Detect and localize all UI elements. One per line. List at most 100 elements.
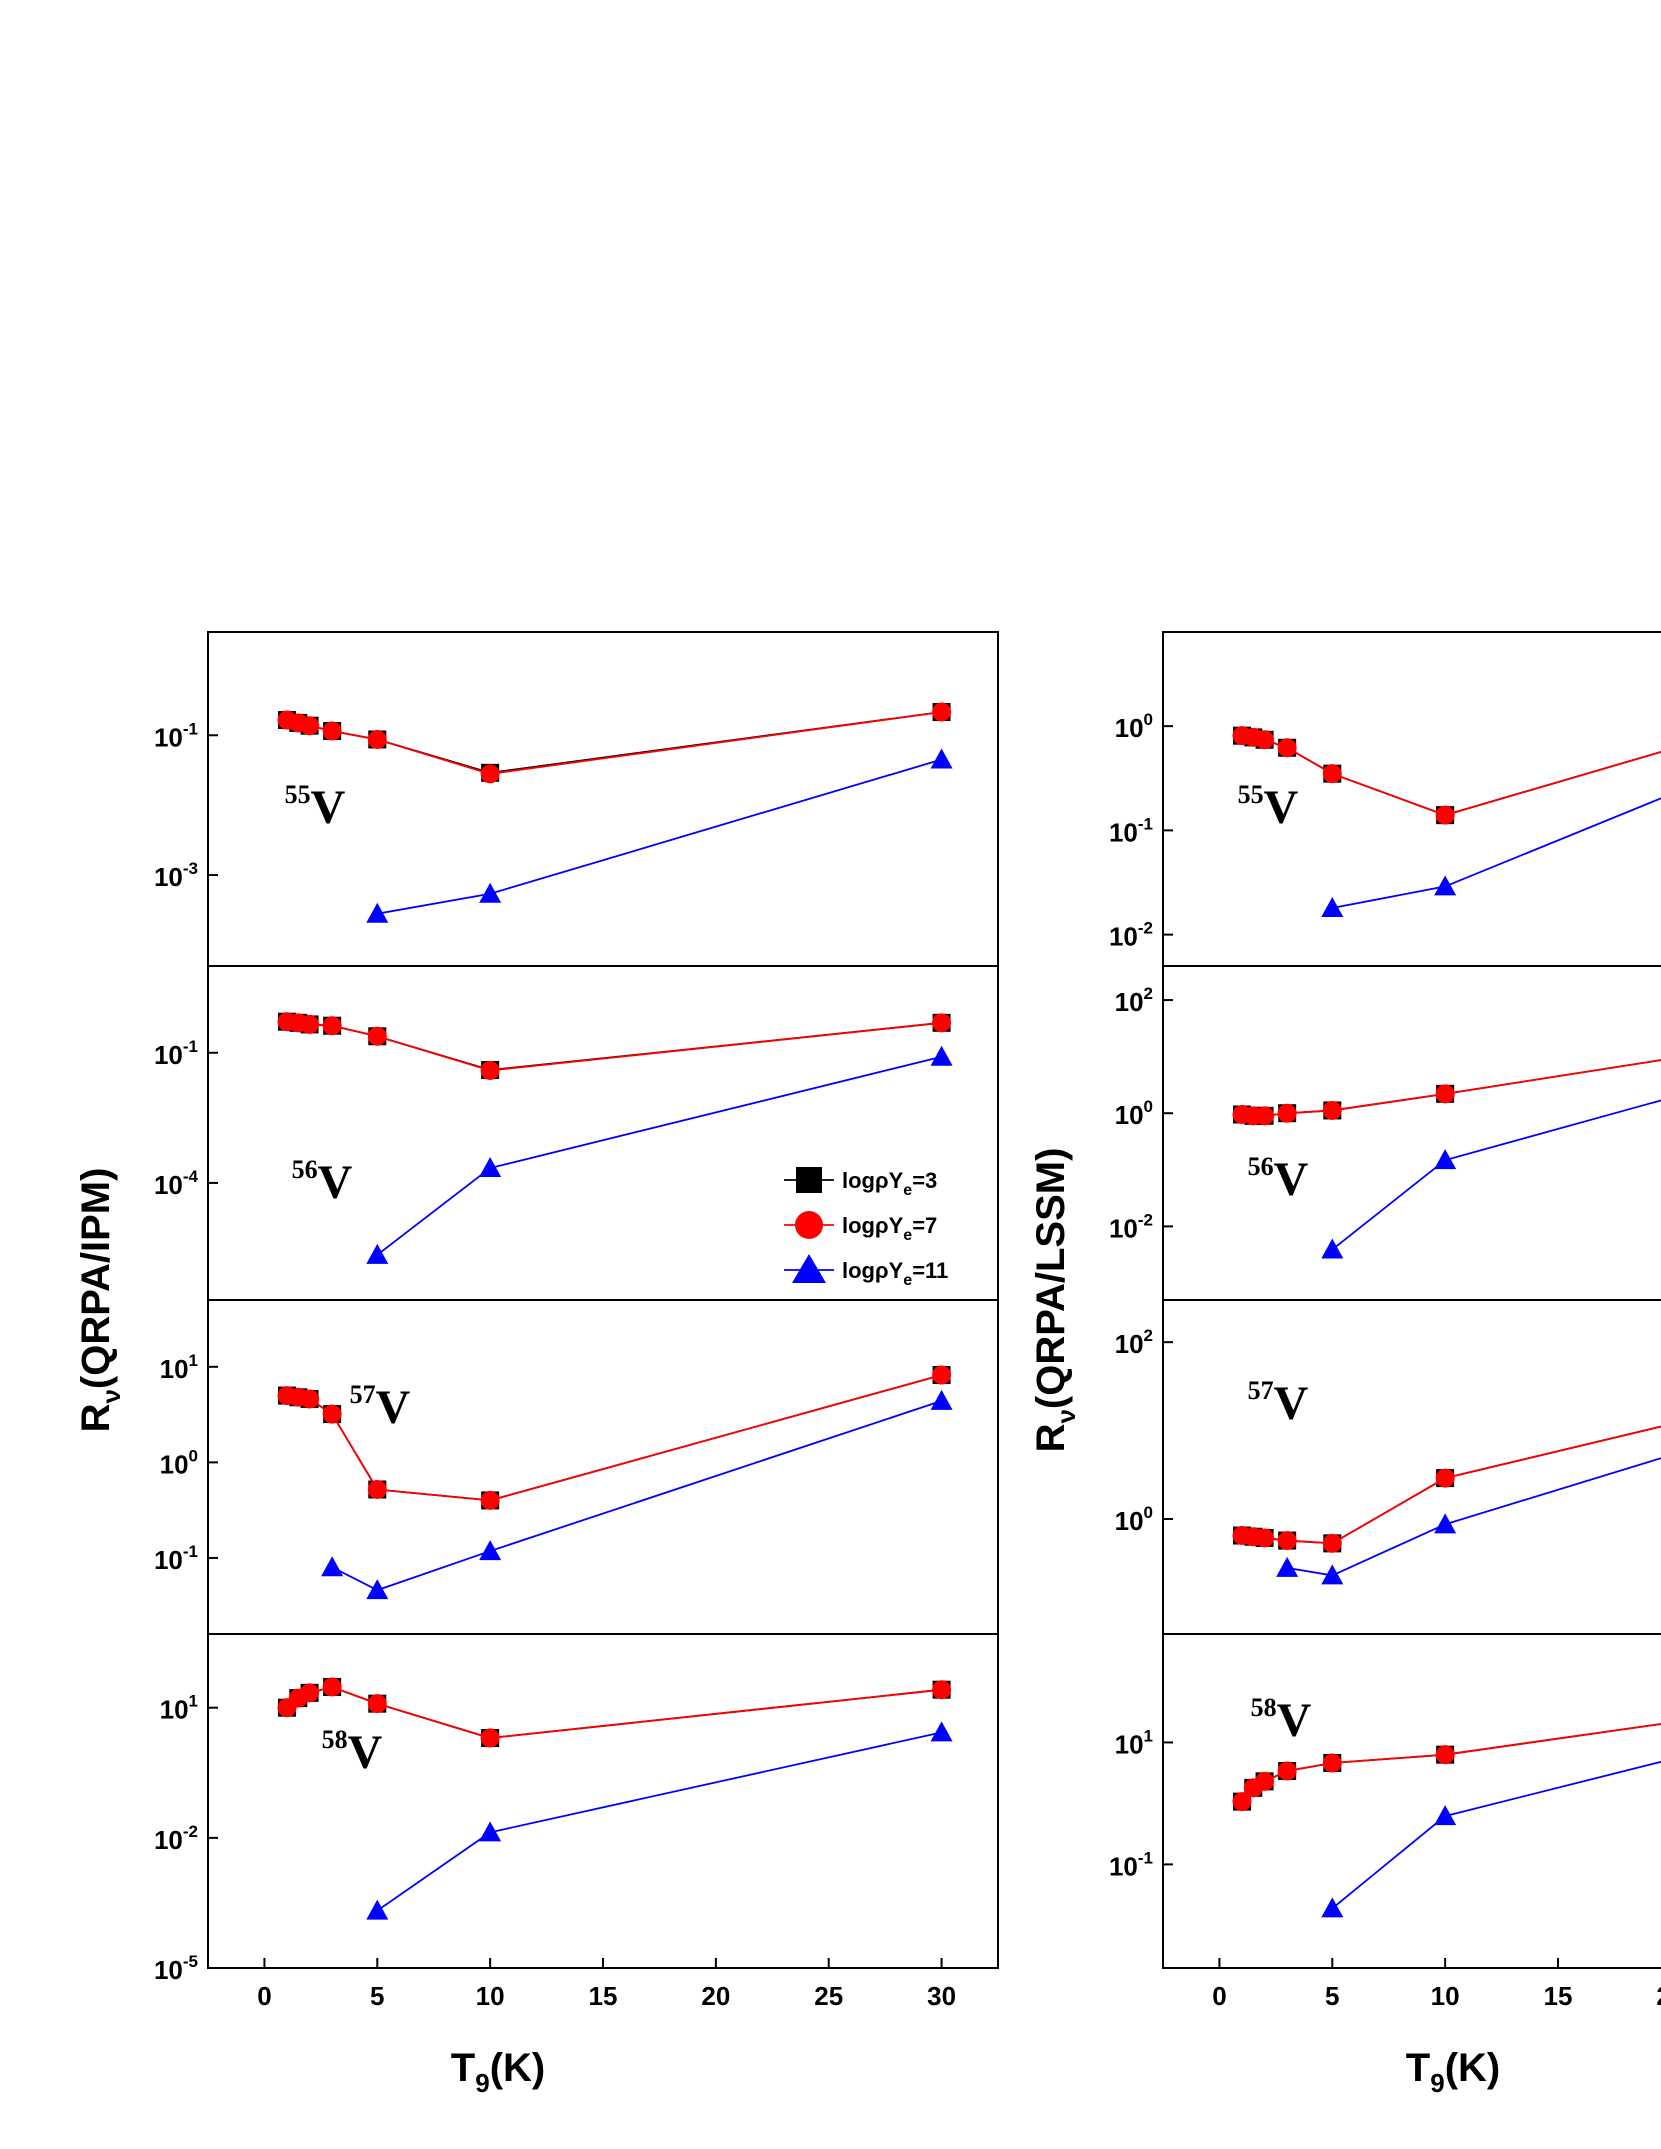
triangle-marker xyxy=(479,882,502,903)
y-tick-label: 100 xyxy=(1115,1503,1153,1536)
series-line xyxy=(331,1400,942,1592)
circle-marker xyxy=(300,716,320,736)
triangle-marker xyxy=(366,902,389,923)
circle-marker xyxy=(1277,1531,1297,1551)
mass-number: 57 xyxy=(1248,1376,1274,1405)
plot-area xyxy=(1232,1425,1661,1585)
series-line xyxy=(1286,1457,1661,1577)
circle-marker xyxy=(1277,1761,1297,1781)
mass-number: 56 xyxy=(292,1155,318,1184)
y-tick-label: 101 xyxy=(1115,1726,1153,1759)
circle-marker xyxy=(1322,1533,1342,1553)
plot-area xyxy=(1232,1059,1661,1259)
element-symbol: V xyxy=(1264,781,1299,834)
mass-number: 58 xyxy=(1251,1693,1277,1722)
x-tick-label: 5 xyxy=(1325,1981,1339,2011)
y-tick-label: 10-1 xyxy=(1109,814,1153,847)
nucleus-label: 57V xyxy=(1248,1376,1309,1430)
mass-number: 55 xyxy=(1238,780,1264,809)
plot-area xyxy=(277,1012,953,1264)
circle-marker xyxy=(367,1694,387,1714)
y-tick-label: 102 xyxy=(1115,1326,1153,1359)
nucleus-label: 57V xyxy=(350,1380,411,1434)
circle-marker xyxy=(1435,1468,1455,1488)
circle-marker xyxy=(1322,1753,1342,1773)
legend-label: logρYe=11 xyxy=(842,1258,948,1289)
y-tick-label: 100 xyxy=(1115,1097,1153,1130)
triangle-marker xyxy=(1321,897,1344,918)
circle-marker xyxy=(1255,730,1275,750)
circle-marker xyxy=(322,1404,342,1424)
circle-marker xyxy=(367,729,387,749)
y-tick-label: 10-4 xyxy=(154,1167,199,1200)
nucleus-label: 56V xyxy=(1248,1152,1309,1206)
mass-number: 57 xyxy=(350,1380,376,1409)
triangle-marker xyxy=(479,1540,502,1561)
plot-area xyxy=(277,702,953,923)
triangle-marker xyxy=(366,1899,389,1920)
series-line xyxy=(1332,797,1661,909)
series-group xyxy=(277,1677,953,1920)
nucleus-label: 58V xyxy=(1251,1693,1312,1747)
circle-marker xyxy=(1322,1100,1342,1120)
y-tick-label: 10-5 xyxy=(154,1952,198,1985)
mass-number: 55 xyxy=(285,780,311,809)
plot-area xyxy=(277,1365,953,1600)
triangle-marker xyxy=(479,1821,502,1842)
nucleus-label: 55V xyxy=(1238,780,1299,834)
x-tick-label: 25 xyxy=(814,1981,843,2011)
y-tick-label: 10-1 xyxy=(1109,1848,1153,1881)
y-tick-label: 100 xyxy=(1115,710,1153,743)
circle-marker xyxy=(932,1680,952,1700)
plot-frame xyxy=(1162,965,1661,1301)
x-tick-label: 5 xyxy=(370,1981,384,2011)
nucleus-label: 55V xyxy=(285,780,346,834)
y-tick-label: 100 xyxy=(160,1446,198,1479)
element-symbol: V xyxy=(318,1156,353,1209)
circle-marker xyxy=(932,702,952,722)
triangle-marker xyxy=(1276,1556,1299,1577)
triangle-marker xyxy=(366,1579,389,1600)
mass-number: 58 xyxy=(322,1725,348,1754)
x-tick-label: 15 xyxy=(589,1981,618,2011)
series-line xyxy=(1241,734,1661,817)
x-tick-label: 10 xyxy=(476,1981,505,2011)
legend-marker xyxy=(795,1211,823,1239)
y-tick-label: 10-1 xyxy=(154,719,198,752)
x-tick-label: 0 xyxy=(1212,1981,1226,2011)
plot-frame xyxy=(207,965,999,1301)
circle-marker xyxy=(300,1389,320,1409)
legend-marker xyxy=(792,1254,826,1283)
y-tick-label: 10-2 xyxy=(1109,919,1153,952)
series-group xyxy=(277,702,953,923)
element-symbol: V xyxy=(311,781,346,834)
x-axis-title: T9(K) xyxy=(1406,2046,1500,2098)
y-tick-label: 102 xyxy=(1115,984,1153,1017)
triangle-marker xyxy=(1434,1149,1457,1170)
x-tick-label: 30 xyxy=(927,1981,956,2011)
series-line xyxy=(376,1731,942,1912)
circle-marker xyxy=(932,1013,952,1033)
y-tick-label: 101 xyxy=(160,1692,198,1725)
circle-marker xyxy=(367,1026,387,1046)
element-symbol: V xyxy=(348,1726,383,1779)
y-tick-label: 10-3 xyxy=(154,859,198,892)
plot-area xyxy=(1232,1723,1661,1918)
circle-marker xyxy=(1255,1106,1275,1126)
series-group xyxy=(277,1012,953,1264)
circle-marker xyxy=(932,1365,952,1385)
series-group xyxy=(1232,1059,1661,1259)
series-group xyxy=(277,1365,953,1600)
triangle-marker xyxy=(1321,1564,1344,1585)
circle-marker xyxy=(300,1683,320,1703)
series-line xyxy=(377,758,942,915)
circle-marker xyxy=(367,1480,387,1500)
nucleus-label: 56V xyxy=(292,1155,353,1209)
triangle-marker xyxy=(1321,1897,1344,1918)
circle-marker xyxy=(1435,805,1455,825)
x-tick-label: 20 xyxy=(1656,1981,1661,2011)
element-symbol: V xyxy=(1277,1694,1312,1747)
x-tick-label: 0 xyxy=(257,1981,271,2011)
circle-marker xyxy=(480,764,500,784)
